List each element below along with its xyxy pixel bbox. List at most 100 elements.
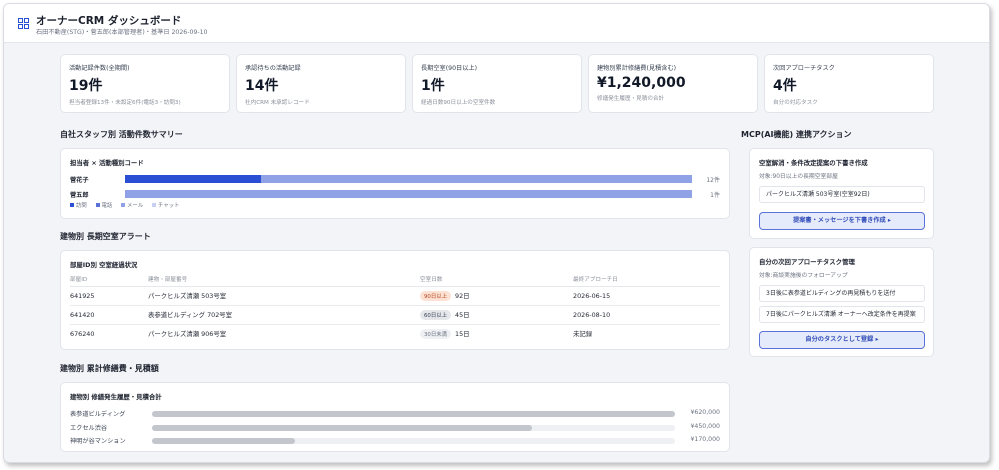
task-item[interactable]: 3日後に表参道ビルディングの再見積もりを送付 <box>759 285 925 302</box>
kpi-label: 建物別累計修繕費(見積含む) <box>597 65 677 72</box>
staff-row: 菅花子 12件 <box>70 174 720 184</box>
staff-bar-mail <box>125 190 692 198</box>
cost-bar <box>152 411 675 417</box>
room-name: 表参道ビルディング 702号室 <box>148 305 420 325</box>
cost-value: ¥170,000 <box>690 436 720 443</box>
section-title-mcp: MCP(AI機能) 連携アクション <box>741 130 852 139</box>
staff-bar-visit <box>125 175 261 183</box>
kpi-card-repair-cost: 建物別累計修繕費(見積含む) ¥1,240,000 修繕発生履歴・見積の合計 <box>588 54 758 113</box>
vacancy-table-header: 部屋ID 建物・部屋番号 空室日数 最終アプローチ日 <box>70 273 720 287</box>
column-header-vacant-days: 空室日数 <box>420 273 573 287</box>
section-title-activity: 自社スタッフ別 活動件数サマリー <box>60 130 183 139</box>
legend-swatch <box>70 202 74 207</box>
kpi-value: 14件 <box>245 78 279 94</box>
room-id: 641420 <box>70 305 148 325</box>
repair-card-title: 建物別 修繕発生履歴・見積合計 <box>70 393 162 401</box>
status-badge: 60日以上 <box>420 309 452 320</box>
kpi-value: 19件 <box>69 78 103 94</box>
vacant-days: 92日 <box>455 291 470 300</box>
vacant-days-cell: 60日以上 45日 <box>420 305 573 325</box>
legend-label: メール <box>127 203 144 209</box>
cost-bar-track <box>152 411 675 417</box>
last-approach-date: 未記録 <box>573 330 593 339</box>
kpi-label: 次回アプローチタスク <box>773 65 835 72</box>
staff-row: 菅五郎 1件 <box>70 189 720 199</box>
mcp-draft-title: 空室解消・条件改定提案の下書き作成 <box>759 159 868 167</box>
staff-name: 菅花子 <box>70 177 89 184</box>
kpi-note: 修繕発生履歴・見積の合計 <box>597 96 665 102</box>
staff-count: 1件 <box>710 192 720 199</box>
repair-card: 建物別 修繕発生履歴・見積合計 表参道ビルディング ¥620,000 エクセル渋… <box>60 382 730 452</box>
table-row: 641925 パークヒルズ清瀬 503号室 90日以上 92日 2026-06-1… <box>70 286 720 306</box>
staff-bar-track <box>125 190 692 198</box>
grid-icon <box>18 18 29 29</box>
kpi-note: 担当者登録13件・未設定6件(電話3・訪問3) <box>69 100 181 106</box>
mcp-task-title: 自分の次回アプローチタスク管理 <box>759 258 855 266</box>
mcp-draft-desc: 対象:90日以上の長期空室部屋 <box>759 174 838 180</box>
dashboard-window: オーナーCRM ダッシュボード 石田不動産(STG)・菅五郎(本部管理者)・基準… <box>3 3 990 463</box>
cost-bar <box>152 438 295 444</box>
vacancy-table: 部屋ID 建物・部屋番号 空室日数 最終アプローチ日 641925 パークヒルズ… <box>70 273 720 343</box>
cost-row: 神明が谷マンション ¥170,000 <box>70 436 720 445</box>
vacant-days: 45日 <box>455 310 470 319</box>
kpi-note: 経過日数90日以上の空室件数 <box>421 100 496 106</box>
room-name: パークヒルズ清瀬 906号室 <box>148 330 227 339</box>
status-badge: 90日以上 <box>420 290 452 301</box>
legend-swatch <box>121 202 126 207</box>
column-header-room: 建物・部屋番号 <box>148 273 420 287</box>
column-header-room-id: 部屋ID <box>70 273 148 287</box>
table-row: 676240 パークヒルズ清瀬 906号室 30日未満 15日 未記録 <box>70 324 720 343</box>
kpi-card-activity-total: 活動記録件数(全期間) 19件 担当者登録13件・未設定6件(電話3・訪問3) <box>60 54 230 113</box>
mcp-task-desc: 対象:商談実施後のフォローアップ <box>759 273 848 279</box>
vacant-days-cell: 30日未満 15日 <box>420 324 573 343</box>
legend-swatch <box>151 202 156 207</box>
legend-item-visit: 訪問 <box>70 201 87 209</box>
cost-bar-track <box>152 425 675 431</box>
last-approach-date: 2026-06-15 <box>573 286 720 306</box>
vacancy-card-title: 部屋ID別 空室経過状況 <box>70 261 138 269</box>
building-name: 表参道ビルディング <box>70 411 126 418</box>
legend-swatch <box>95 202 100 207</box>
kpi-note: 社内CRM 未承認レコード <box>245 100 310 106</box>
activity-legend: 訪問 電話 メール チャット <box>70 201 186 209</box>
mcp-draft-card: 空室解消・条件改定提案の下書き作成 対象:90日以上の長期空室部屋 パークヒルズ… <box>749 148 934 239</box>
legend-label: 訪問 <box>76 203 87 209</box>
cost-row: 表参道ビルディング ¥620,000 <box>70 409 720 418</box>
register-task-button[interactable]: 自分のタスクとして登録 ▸ <box>759 331 925 349</box>
legend-item-phone: 電話 <box>95 201 112 209</box>
building-name: エクセル渋谷 <box>70 425 108 432</box>
kpi-value: 4件 <box>773 78 797 94</box>
page-subtitle: 石田不動産(STG)・菅五郎(本部管理者)・基準日 2026-09-10 <box>36 29 208 36</box>
kpi-label: 長期空室(90日以上) <box>421 65 478 72</box>
create-draft-button[interactable]: 提案書・メッセージを下書き作成 ▸ <box>759 212 925 230</box>
staff-count: 12件 <box>706 177 720 184</box>
staff-bar-track <box>125 175 692 183</box>
kpi-note: 自分の対応タスク <box>773 100 818 106</box>
legend-item-chat: チャット <box>151 201 180 209</box>
cost-value: ¥620,000 <box>690 409 720 416</box>
staff-name: 菅五郎 <box>70 192 89 199</box>
building-name: 神明が谷マンション <box>70 438 126 445</box>
kpi-card-pending-approval: 承認待ちの活動記録 14件 社内CRM 未承認レコード <box>236 54 406 113</box>
mcp-task-card: 自分の次回アプローチタスク管理 対象:商談実施後のフォローアップ 3日後に表参道… <box>749 247 934 357</box>
cost-value: ¥450,000 <box>690 423 720 430</box>
room-id: 676240 <box>70 329 95 338</box>
cost-bar <box>152 425 532 431</box>
room-name: パークヒルズ清瀬 503号室 <box>148 286 420 306</box>
table-row: 641420 表参道ビルディング 702号室 60日以上 45日 2026-08-… <box>70 305 720 325</box>
last-approach-date: 2026-08-10 <box>573 305 720 325</box>
legend-item-mail: メール <box>121 201 143 209</box>
kpi-value: ¥1,240,000 <box>597 75 686 91</box>
activity-card: 担当者 × 活動種別コード 菅花子 12件 菅五郎 1件 訪問 電話 メール チ… <box>60 148 730 219</box>
task-item[interactable]: 7日後にパークヒルズ清瀬 オーナーへ改定条件を再提案 <box>759 306 925 323</box>
status-badge: 30日未満 <box>420 328 452 339</box>
mcp-draft-target[interactable]: パークヒルズ清瀬 503号室(空室92日) <box>759 186 925 203</box>
cost-row: エクセル渋谷 ¥450,000 <box>70 423 720 432</box>
kpi-label: 活動記録件数(全期間) <box>69 65 130 72</box>
cost-bar-track <box>152 438 675 444</box>
vacant-days: 15日 <box>455 329 470 338</box>
staff-bar-mail <box>261 175 692 183</box>
room-id: 641925 <box>70 286 148 306</box>
page-title: オーナーCRM ダッシュボード <box>36 15 182 27</box>
legend-label: チャット <box>157 203 180 209</box>
